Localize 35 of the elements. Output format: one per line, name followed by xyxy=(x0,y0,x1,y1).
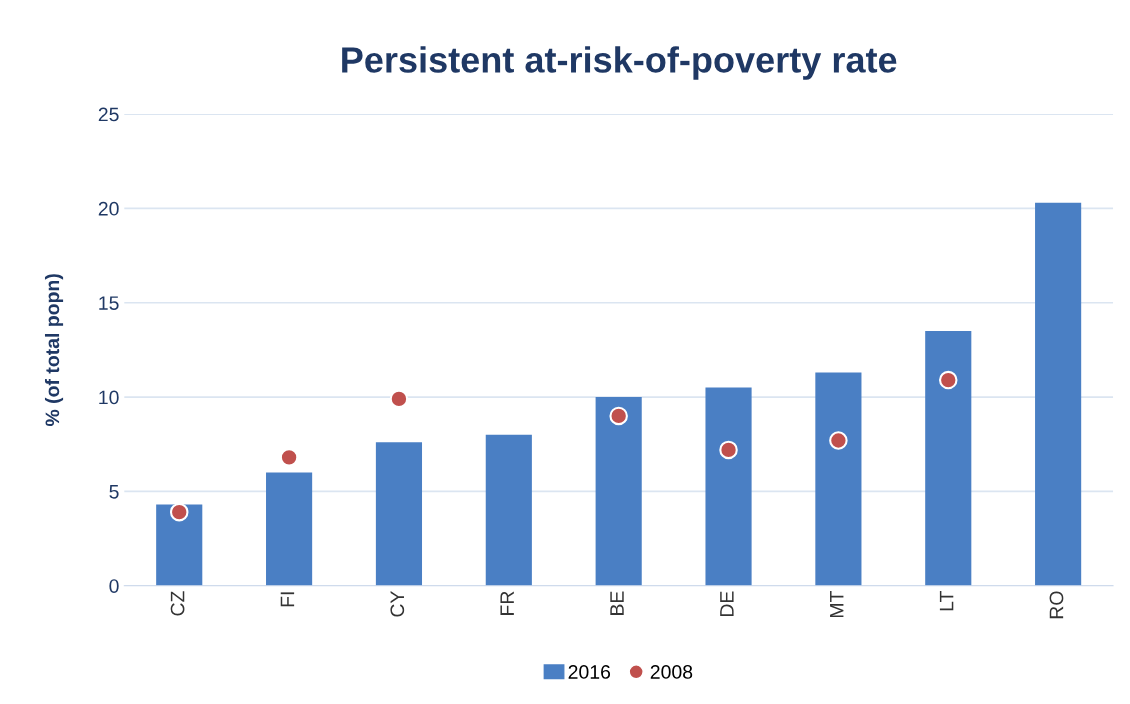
bar xyxy=(485,434,532,586)
x-tick-label: RO xyxy=(1049,591,1064,619)
bar xyxy=(705,387,752,586)
y-tick-label: 15 xyxy=(99,296,119,310)
legend-label: 2016 xyxy=(568,665,611,679)
y-tick-label: 0 xyxy=(109,579,119,593)
bar xyxy=(156,504,203,586)
point xyxy=(939,370,958,390)
x-tick-label: MT xyxy=(830,591,844,618)
bar xyxy=(815,372,862,586)
point xyxy=(719,440,738,460)
x-tick-label: BE xyxy=(610,591,624,615)
legend-label: 2008 xyxy=(650,665,693,679)
bar xyxy=(595,397,642,586)
bar xyxy=(925,331,972,586)
x-tick-label: CY xyxy=(390,591,405,617)
y-tick-label: 25 xyxy=(98,107,119,122)
x-tick-label: FI xyxy=(280,592,295,607)
y-tick-label: 20 xyxy=(98,201,119,216)
point xyxy=(829,431,848,450)
x-tick-label: DE xyxy=(720,591,734,617)
chart-title: Persistent at-risk-of-poverty rate xyxy=(342,46,897,80)
bar xyxy=(1035,202,1082,586)
bar xyxy=(266,472,313,586)
y-tick-label: 5 xyxy=(109,485,119,499)
x-tick-label: FR xyxy=(500,591,514,615)
y-axis-title: % (of total popn) xyxy=(44,274,64,427)
point xyxy=(279,448,299,467)
point xyxy=(609,406,628,426)
point xyxy=(169,502,189,522)
x-tick-label: LT xyxy=(939,591,954,611)
y-tick-label: 10 xyxy=(99,390,119,405)
point xyxy=(389,389,409,409)
x-tick-label: CZ xyxy=(170,591,185,616)
bar xyxy=(375,442,423,586)
